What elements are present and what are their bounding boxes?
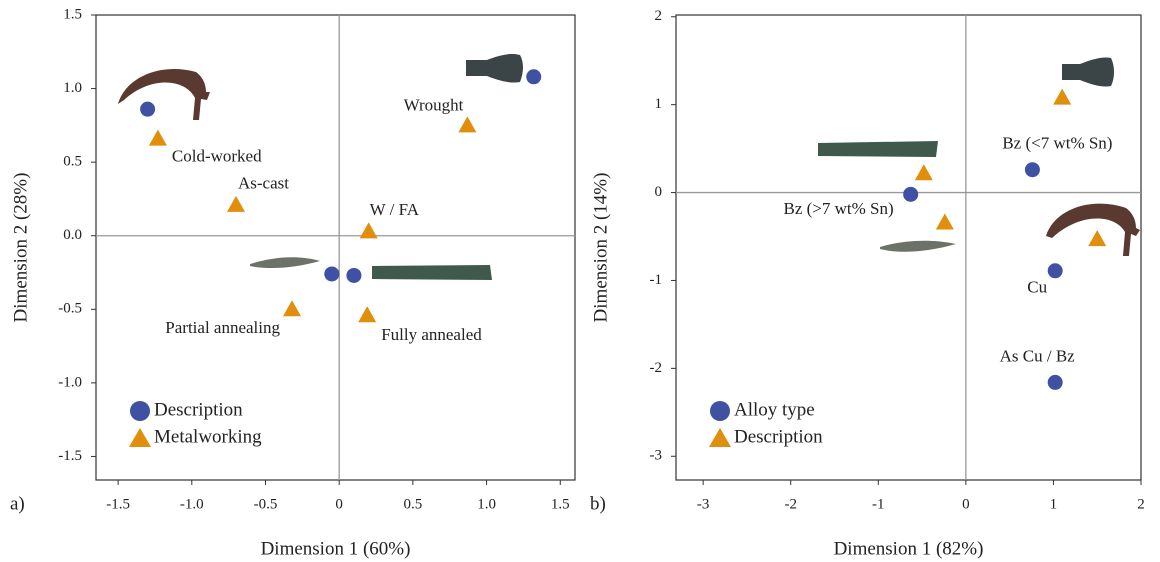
point-label: As-cast (238, 174, 289, 193)
y-tick-label: -0.5 (58, 301, 82, 317)
point (283, 300, 301, 316)
chisel-image (818, 141, 938, 157)
axe-image (466, 54, 523, 83)
panel-label: a) (10, 493, 25, 514)
x-tick-label: 0.5 (404, 496, 423, 512)
point-label: Wrought (404, 95, 464, 114)
sickle-image (118, 69, 210, 120)
legend-label: Description (734, 426, 823, 447)
y-tick-label: -3 (650, 448, 663, 464)
point (1088, 230, 1106, 246)
point-label: Cold-worked (172, 147, 262, 166)
spearhead-image (880, 241, 956, 252)
y-axis-title: Dimension 2 (28%) (10, 173, 31, 323)
x-tick-label: -2 (784, 496, 797, 512)
x-tick-label: 1.0 (477, 496, 496, 512)
point-label: W / FA (370, 200, 420, 219)
x-tick-label: -1.0 (180, 496, 204, 512)
y-tick-label: 1.5 (63, 6, 82, 22)
sickle-image (1046, 204, 1140, 256)
point-label: Cu (1027, 278, 1047, 297)
y-tick-label: 2 (655, 8, 663, 24)
point-label: Bz (>7 wt% Sn) (784, 199, 894, 218)
point (1053, 89, 1071, 105)
legend-marker (129, 428, 151, 447)
legend-marker (130, 401, 150, 421)
x-axis-title: Dimension 1 (82%) (834, 538, 984, 559)
x-tick-label: -1 (872, 496, 885, 512)
point-label: Partial annealing (165, 318, 280, 337)
point (358, 306, 376, 322)
x-tick-label: -1.5 (106, 496, 130, 512)
y-tick-label: -2 (650, 360, 663, 376)
chart: -1.5 -1.0 -0.5 0 0.5 1.0 1.5 -1.5 -1.0 -0.5 0.0 0.5… (0, 0, 1160, 562)
point (140, 102, 155, 117)
page: {"chart_data": [ {"type": "scatter", "pa… (0, 0, 1160, 562)
point (346, 268, 361, 283)
x-tick-label: -0.5 (254, 496, 278, 512)
panel-label: b) (590, 493, 606, 514)
legend-label: Description (154, 399, 243, 420)
x-tick-label: 2 (1137, 496, 1145, 512)
x-tick-label: 1.5 (551, 496, 570, 512)
point (458, 116, 476, 132)
y-tick-label: -1.5 (58, 448, 82, 464)
spearhead-image (250, 257, 320, 268)
point (324, 266, 339, 281)
x-tick-label: 0 (335, 496, 343, 512)
chisel-image (372, 265, 492, 280)
point (903, 187, 918, 202)
legend-marker (709, 428, 731, 447)
point (149, 130, 167, 146)
y-tick-label: 0.5 (63, 154, 82, 170)
y-tick-label: 0 (655, 184, 663, 200)
y-tick-label: 0.0 (63, 227, 82, 243)
point (936, 213, 954, 229)
y-tick-label: 1.0 (63, 80, 82, 96)
y-tick-label: -1.0 (58, 374, 82, 390)
x-tick-label: 0 (962, 496, 970, 512)
point-label: Bz (<7 wt% Sn) (1002, 134, 1112, 153)
point (227, 196, 245, 212)
point-label: As Cu / Bz (1000, 346, 1076, 365)
x-axis-title: Dimension 1 (60%) (261, 538, 411, 559)
y-axis-title: Dimension 2 (14%) (590, 173, 611, 323)
point (360, 222, 378, 238)
y-tick-label: 1 (655, 96, 663, 112)
point (1048, 263, 1063, 278)
x-tick-label: 1 (1050, 496, 1058, 512)
legend-marker (710, 401, 730, 421)
y-tick-label: -1 (650, 272, 663, 288)
legend-label: Metalworking (154, 426, 262, 447)
point (1025, 162, 1040, 177)
x-tick-label: -3 (697, 496, 710, 512)
axe-image (1062, 57, 1114, 86)
point (1048, 375, 1063, 390)
legend-label: Alloy type (734, 399, 815, 420)
point (526, 69, 541, 84)
point-label: Fully annealed (381, 325, 482, 344)
artifact-images (118, 54, 1140, 280)
point (915, 164, 933, 180)
